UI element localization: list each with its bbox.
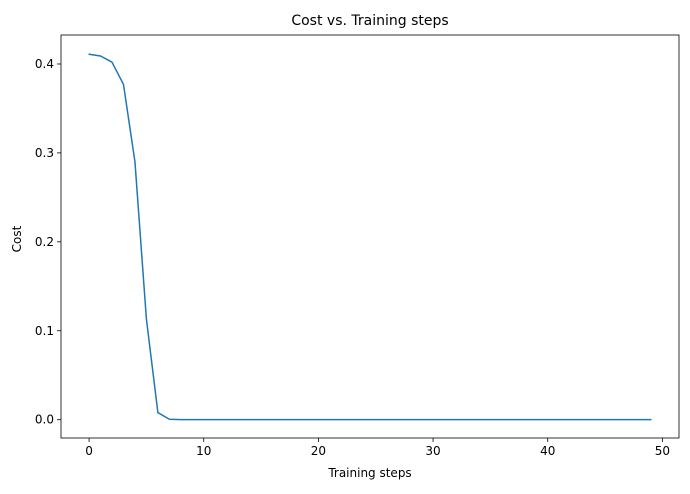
x-tick-label: 40 <box>540 444 555 458</box>
x-tick-label: 50 <box>655 444 670 458</box>
plot-area: 0 10 20 30 40 50 0.0 0.1 0.2 0.3 0.4 <box>35 34 680 458</box>
y-tick-label: 0.1 <box>35 324 54 338</box>
x-axis-label: Training steps <box>327 466 411 480</box>
y-tick-label: 0.2 <box>35 235 54 249</box>
y-tick-label: 0.3 <box>35 146 54 160</box>
x-tick-label: 10 <box>196 444 211 458</box>
y-tick-label: 0.0 <box>35 413 54 427</box>
chart-title: Cost vs. Training steps <box>291 13 448 29</box>
x-tick-label: 20 <box>311 444 326 458</box>
x-tick-label: 0 <box>85 444 93 458</box>
series-line <box>88 53 652 421</box>
y-axis-label: Cost <box>10 225 24 252</box>
y-tick-label: 0.4 <box>35 57 54 71</box>
x-tick-label: 30 <box>425 444 440 458</box>
plot-frame <box>60 34 680 439</box>
